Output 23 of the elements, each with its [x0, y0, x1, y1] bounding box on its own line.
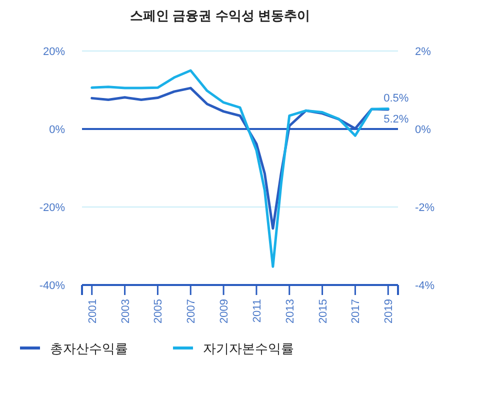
annotation: 0.5% — [384, 92, 409, 104]
x-tick-label: 2011 — [251, 299, 264, 323]
x-tick-label: 2005 — [152, 299, 165, 324]
x-tick-label: 2003 — [120, 299, 132, 324]
x-tick-label: 2017 — [350, 299, 362, 324]
chart-title: 스페인 금융권 수익성 변동추이 — [130, 8, 310, 23]
x-tick-label: 2019 — [383, 299, 396, 324]
y2-tick-label: 2% — [415, 46, 432, 58]
x-tick-label: 2013 — [284, 299, 296, 324]
x-tick-label: 2007 — [186, 299, 198, 324]
y-tick-label: 0% — [49, 124, 66, 136]
y-tick-label: 20% — [42, 46, 66, 58]
y-tick-label: -40% — [39, 280, 66, 292]
x-tick-label: 2001 — [86, 299, 99, 324]
y2-tick-label: -4% — [415, 280, 435, 292]
y2-tick-label: 0% — [415, 124, 432, 136]
y2-tick-label: -2% — [415, 202, 435, 214]
x-tick-label: 2009 — [218, 299, 231, 324]
annotation: 5.2% — [384, 114, 409, 126]
y-tick-label: -20% — [39, 202, 66, 214]
x-tick-label: 2015 — [317, 299, 330, 324]
legend-label: 자기자본수익률 — [203, 341, 294, 356]
legend-label: 총자산수익률 — [50, 341, 128, 356]
